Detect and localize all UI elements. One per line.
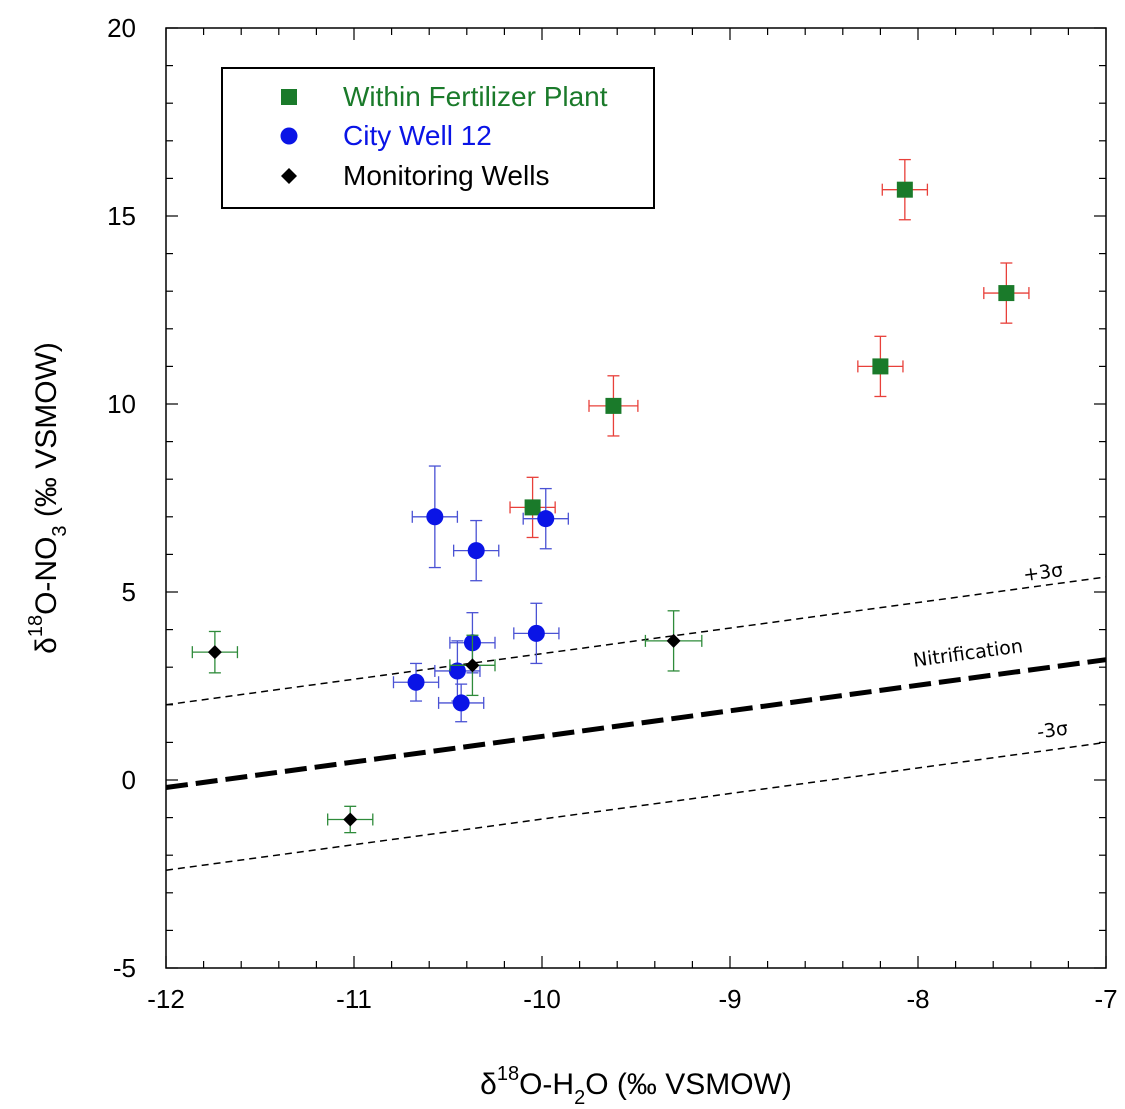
diamond-marker — [207, 645, 222, 660]
data-point — [588, 375, 639, 437]
y-tick-label: 20 — [107, 13, 136, 43]
circle-marker — [448, 662, 466, 680]
line-annotation: +3σ — [1022, 559, 1065, 586]
legend-marker-square — [281, 89, 297, 105]
legend-label-fertilizer-plant: Within Fertilizer Plant — [343, 81, 608, 112]
data-point — [881, 158, 929, 221]
x-tick-label: -9 — [718, 984, 741, 1014]
y-tick-label: 10 — [107, 389, 136, 419]
y-tick-label: -5 — [113, 953, 136, 983]
data-point — [522, 487, 569, 550]
sigma-line — [165, 741, 1107, 871]
data-point — [452, 519, 500, 582]
sigma-line — [165, 576, 1107, 706]
data-point — [437, 683, 485, 723]
data-point — [983, 262, 1030, 324]
square-marker — [872, 358, 889, 375]
circle-marker — [527, 624, 545, 642]
diamond-marker — [343, 812, 358, 827]
x-axis-label: δ18O-H2O (‰ VSMOW) — [480, 1063, 792, 1109]
legend-marker-circle — [280, 127, 298, 145]
x-tick-label: -10 — [523, 984, 561, 1014]
circle-marker — [537, 510, 555, 528]
x-tick-label: -8 — [906, 984, 929, 1014]
legend: Within Fertilizer Plant City Well 12 Mon… — [221, 67, 655, 209]
square-marker — [605, 397, 622, 414]
y-tick-label: 15 — [107, 201, 136, 231]
y-tick-label: 5 — [122, 577, 136, 607]
circle-marker — [452, 694, 470, 712]
data-point — [327, 805, 374, 834]
circle-marker — [407, 673, 425, 691]
legend-label-monitoring-wells: Monitoring Wells — [343, 160, 549, 191]
data-point — [191, 630, 239, 674]
data-point — [434, 640, 481, 702]
square-marker — [524, 499, 541, 516]
x-tick-label: -12 — [147, 984, 185, 1014]
nitrification-line — [165, 657, 1107, 790]
circle-marker — [467, 542, 485, 560]
data-point — [513, 602, 560, 665]
legend-label-city-well: City Well 12 — [343, 120, 492, 151]
diamond-marker — [666, 633, 681, 648]
data-point — [857, 335, 904, 398]
y-tick-label: 0 — [122, 765, 136, 795]
data-point — [392, 662, 440, 702]
line-annotation: Nitrification — [912, 635, 1024, 672]
diamond-marker — [465, 658, 480, 673]
x-tick-label: -11 — [336, 984, 372, 1014]
data-point — [509, 476, 556, 539]
data-point — [411, 465, 459, 569]
square-marker — [998, 285, 1015, 302]
line-annotation: -3σ — [1036, 718, 1070, 744]
y-axis-label: δ18O-NO3 (‰ VSMOW) — [25, 342, 71, 654]
square-marker — [896, 181, 913, 198]
data-point — [644, 610, 703, 672]
plot-frame — [165, 27, 1107, 969]
data-point — [449, 634, 496, 697]
x-tick-label: -7 — [1094, 984, 1117, 1014]
circle-marker — [426, 508, 444, 526]
legend-marker-diamond — [281, 168, 297, 184]
